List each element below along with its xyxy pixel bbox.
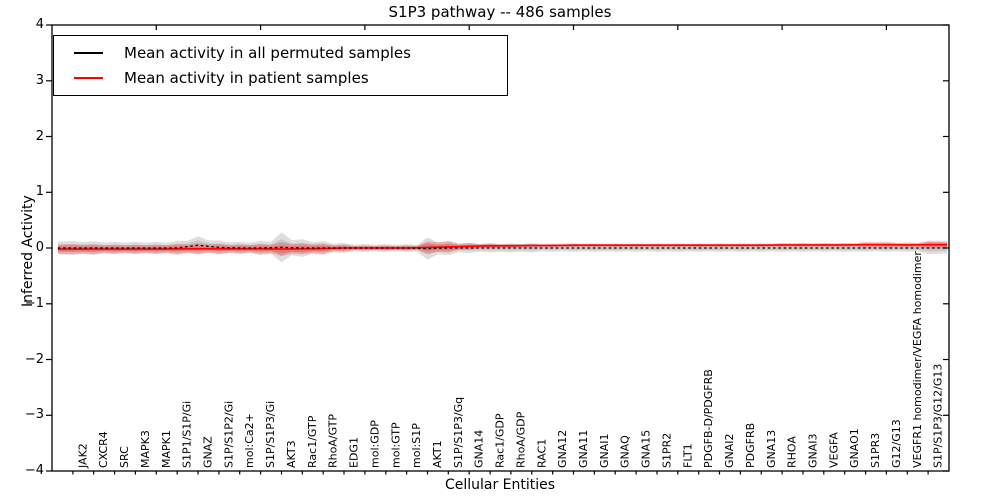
x-category-label: GNAZ bbox=[201, 436, 215, 468]
chart-title: S1P3 pathway -- 486 samples bbox=[388, 3, 612, 21]
x-category-label: AKT3 bbox=[285, 440, 298, 468]
x-category-label: Rac1/GDP bbox=[493, 413, 507, 468]
patient-mean-line bbox=[57, 243, 948, 250]
x-category-label: MAPK3 bbox=[138, 430, 152, 468]
x-category-label: JAK2 bbox=[76, 443, 90, 468]
x-category-label: FLT1 bbox=[681, 443, 695, 468]
x-category-label: CXCR4 bbox=[97, 431, 111, 468]
x-category-label: RhoA/GTP bbox=[326, 413, 340, 468]
permuted-line-icon bbox=[74, 52, 103, 54]
x-category-label: GNAI2 bbox=[723, 433, 736, 468]
x-category-label: AKT1 bbox=[431, 440, 444, 468]
x-category-label: RHOA bbox=[785, 436, 799, 468]
legend-item-permuted: Mean activity in all permuted samples bbox=[54, 44, 507, 62]
x-category-label: GNAI1 bbox=[597, 433, 611, 468]
permuted-mean-line bbox=[57, 244, 948, 250]
y-tick-label: 2 bbox=[35, 128, 44, 144]
x-category-label: GNAI3 bbox=[806, 433, 820, 468]
x-category-label: GNA14 bbox=[472, 429, 486, 468]
legend-label-patient: Mean activity in patient samples bbox=[124, 69, 369, 87]
x-category-label: S1P/S1P3/G12/G13 bbox=[931, 363, 945, 468]
x-category-label: GNA15 bbox=[639, 429, 653, 468]
x-category-label: GNAO1 bbox=[848, 428, 862, 468]
y-tick-label: 1 bbox=[35, 184, 44, 200]
x-category-label: S1P/S1P2/Gi bbox=[222, 400, 236, 468]
x-category-label: G12/G13 bbox=[889, 419, 903, 468]
x-category-label: S1P/S1P3/Gq bbox=[451, 396, 465, 468]
x-axis-label: Cellular Entities bbox=[444, 477, 556, 493]
x-category-label: RAC1 bbox=[535, 438, 549, 468]
permuted-violin-band bbox=[57, 232, 948, 263]
y-tick-label: −4 bbox=[24, 463, 44, 478]
x-category-label: VEGFR1 homodimer/VEGFA homodimer bbox=[910, 251, 924, 468]
x-category-label: mol:S1P bbox=[410, 423, 424, 468]
patient-line-icon bbox=[74, 77, 103, 79]
x-category-label: MAPK1 bbox=[159, 430, 173, 468]
x-category-label: mol:GDP bbox=[368, 420, 382, 468]
y-tick-label: −3 bbox=[24, 407, 44, 423]
x-category-label: GNA12 bbox=[556, 429, 570, 468]
legend-box: Mean activity in all permuted samples Me… bbox=[53, 35, 508, 96]
x-category-label: Rac1/GTP bbox=[305, 415, 319, 468]
x-category-label: PDGFB-D/PDGFRB bbox=[702, 369, 716, 468]
x-category-label: GNA11 bbox=[577, 429, 590, 468]
y-tick-label: 0 bbox=[35, 240, 44, 255]
x-category-label: RhoA/GDP bbox=[514, 411, 528, 468]
x-category-label: SRC bbox=[118, 446, 132, 468]
y-tick-label: 3 bbox=[35, 72, 44, 88]
x-category-label: S1PR2 bbox=[660, 432, 674, 468]
y-tick-label: 4 bbox=[35, 17, 44, 32]
x-category-label: S1P/S1P3/Gi bbox=[264, 400, 278, 468]
x-category-label: mol:GTP bbox=[389, 422, 403, 468]
y-tick-label: −2 bbox=[24, 351, 44, 367]
permuted-violin-core bbox=[57, 239, 948, 256]
legend-item-patient: Mean activity in patient samples bbox=[54, 69, 507, 87]
x-category-label: GNA13 bbox=[764, 429, 778, 468]
x-category-label: VEGFA bbox=[827, 432, 841, 468]
x-category-label: EDG1 bbox=[347, 437, 361, 468]
x-category-label: GNAQ bbox=[618, 435, 632, 468]
x-category-label: PDGFRB bbox=[743, 422, 757, 468]
y-tick-label: −1 bbox=[24, 295, 44, 311]
x-category-label: S1PR3 bbox=[869, 432, 883, 468]
legend-label-permuted: Mean activity in all permuted samples bbox=[124, 44, 411, 62]
x-category-label: S1P1/S1P/Gi bbox=[180, 400, 194, 468]
x-category-label: mol:Ca2+ bbox=[243, 413, 257, 468]
